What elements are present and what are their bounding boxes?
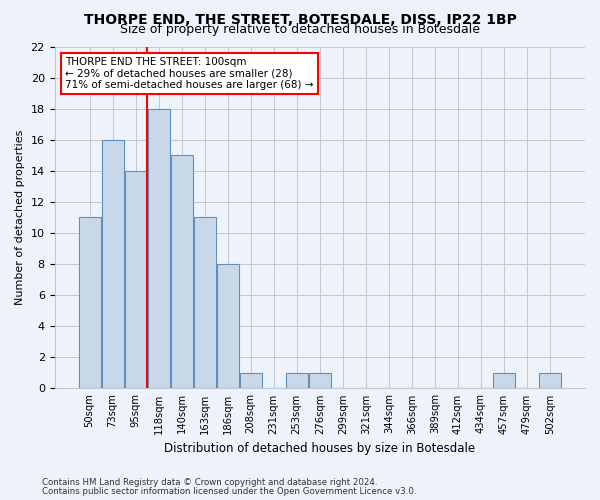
Text: Contains public sector information licensed under the Open Government Licence v3: Contains public sector information licen…: [42, 486, 416, 496]
Bar: [171, 156, 193, 388]
Text: Contains HM Land Registry data © Crown copyright and database right 2024.: Contains HM Land Registry data © Crown c…: [42, 478, 377, 487]
Bar: [79, 218, 101, 388]
Text: THORPE END THE STREET: 100sqm
← 29% of detached houses are smaller (28)
71% of s: THORPE END THE STREET: 100sqm ← 29% of d…: [65, 57, 314, 90]
X-axis label: Distribution of detached houses by size in Botesdale: Distribution of detached houses by size …: [164, 442, 475, 455]
Bar: [240, 373, 262, 388]
Bar: [286, 373, 308, 388]
Bar: [309, 373, 331, 388]
Bar: [493, 373, 515, 388]
Bar: [101, 140, 124, 388]
Bar: [539, 373, 561, 388]
Bar: [125, 171, 146, 388]
Bar: [148, 108, 170, 388]
Text: Size of property relative to detached houses in Botesdale: Size of property relative to detached ho…: [120, 22, 480, 36]
Bar: [194, 218, 215, 388]
Text: THORPE END, THE STREET, BOTESDALE, DISS, IP22 1BP: THORPE END, THE STREET, BOTESDALE, DISS,…: [83, 12, 517, 26]
Y-axis label: Number of detached properties: Number of detached properties: [15, 130, 25, 305]
Bar: [217, 264, 239, 388]
